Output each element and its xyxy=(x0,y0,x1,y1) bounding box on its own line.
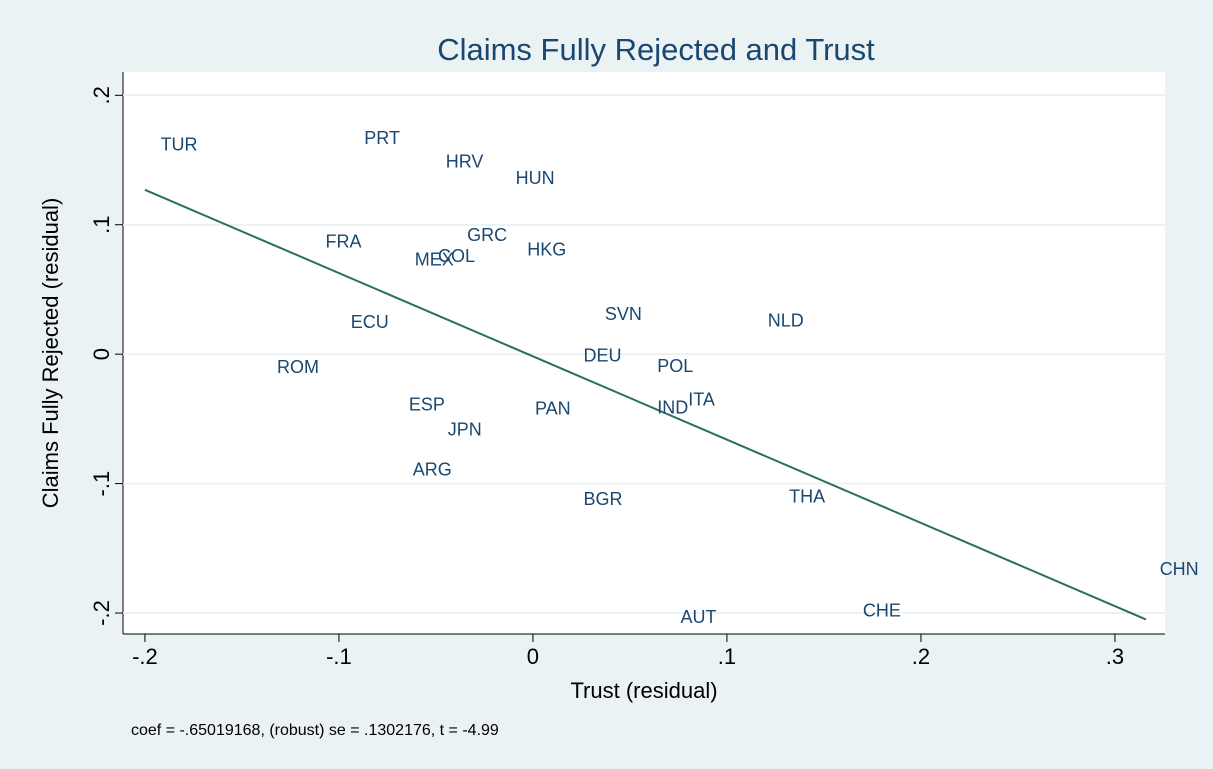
x-axis-title: Trust (residual) xyxy=(570,678,717,703)
point-label: BGR xyxy=(583,489,622,509)
y-tick-label: -.2 xyxy=(89,600,114,626)
point-label: ROM xyxy=(277,357,319,377)
point-label: MEX xyxy=(415,250,454,270)
x-tick-label: -.2 xyxy=(132,644,158,669)
point-label: IND xyxy=(657,397,688,417)
plot-region xyxy=(123,72,1165,634)
point-label: PAN xyxy=(535,399,571,419)
point-label: TUR xyxy=(161,135,198,155)
y-tick-label: .1 xyxy=(89,216,114,234)
point-label: NLD xyxy=(768,311,804,331)
point-label: PRT xyxy=(364,128,400,148)
y-axis-title: Claims Fully Rejected (residual) xyxy=(38,198,63,509)
point-label: THA xyxy=(789,487,825,507)
point-label: GRC xyxy=(467,225,507,245)
point-label: JPN xyxy=(448,419,482,439)
point-label: POL xyxy=(657,356,693,376)
y-tick-label: 0 xyxy=(89,348,114,360)
point-label: FRA xyxy=(325,232,361,252)
x-tick-label: .3 xyxy=(1106,644,1124,669)
point-label: ECU xyxy=(351,312,389,332)
point-label: ITA xyxy=(688,390,715,410)
point-label: CHE xyxy=(863,600,901,620)
x-tick-label: 0 xyxy=(527,644,539,669)
x-tick-label: -.1 xyxy=(326,644,352,669)
point-label: ESP xyxy=(409,395,445,415)
x-tick-label: .1 xyxy=(718,644,736,669)
fit-line xyxy=(144,188,1147,621)
x-tick-label: .2 xyxy=(912,644,930,669)
point-label: DEU xyxy=(583,346,621,366)
point-label: HRV xyxy=(446,151,484,171)
y-tick-label: .2 xyxy=(89,86,114,104)
point-label: SVN xyxy=(605,304,642,324)
point-label: ARG xyxy=(413,459,452,479)
point-label: HKG xyxy=(527,239,566,259)
note: coef = -.65019168, (robust) se = .130217… xyxy=(131,722,499,739)
y-tick-label: -.1 xyxy=(89,471,114,497)
point-label: COL xyxy=(438,246,475,266)
point-label: AUT xyxy=(680,607,716,627)
point-label: HUN xyxy=(516,168,555,188)
chart-title: Claims Fully Rejected and Trust xyxy=(437,32,875,67)
point-label: CHN xyxy=(1160,559,1199,579)
